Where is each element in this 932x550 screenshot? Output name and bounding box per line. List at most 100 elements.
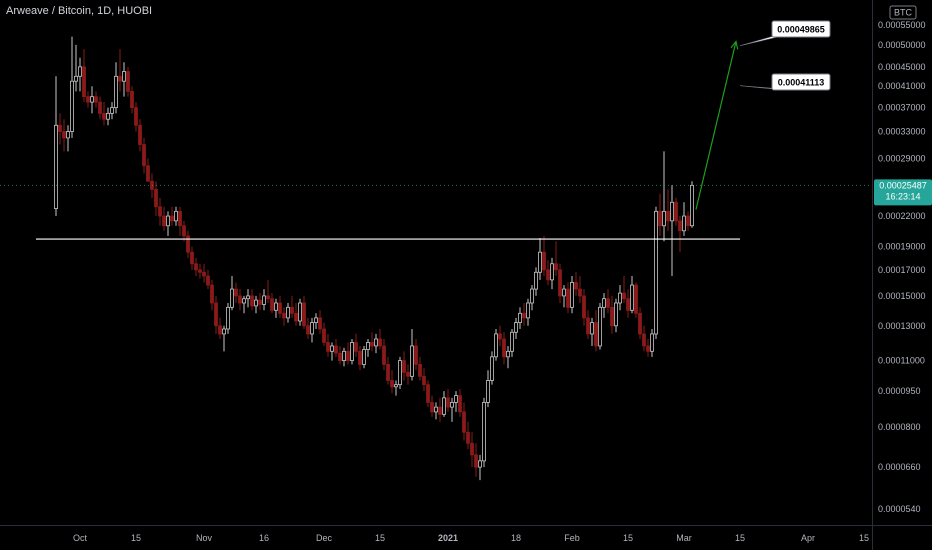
candle (238, 289, 242, 311)
target-arrow-line[interactable] (695, 41, 737, 210)
candle (510, 328, 514, 357)
candle-body-down (282, 312, 286, 319)
price-callout-text: 0.00041113 (778, 78, 825, 88)
y-tick-label: 0.00022000 (878, 211, 926, 221)
candle (102, 102, 106, 126)
candle (306, 317, 310, 339)
candle-body-down (546, 269, 550, 281)
candle-body-up (254, 299, 258, 307)
candle-body-down (182, 225, 186, 237)
candle-body-up (222, 328, 226, 335)
candle-body-down (134, 107, 138, 126)
candle-body-down (406, 371, 410, 377)
candle (634, 282, 638, 318)
y-tick-label: 0.0000660 (878, 462, 921, 472)
candle (334, 338, 338, 357)
candle-body-up (478, 460, 482, 468)
candle-body-down (418, 364, 422, 377)
candle-body-down (102, 112, 106, 120)
last-price-label: 0.00025487 16:23:14 (874, 179, 932, 206)
candle (430, 395, 434, 417)
candle (562, 285, 566, 308)
candle-body-up (394, 384, 398, 388)
candle (642, 325, 646, 352)
candle (686, 211, 690, 231)
candle (234, 282, 238, 303)
candle (606, 289, 610, 314)
candle-body-down (474, 454, 478, 468)
candle (682, 202, 686, 236)
candle-body-up (570, 282, 574, 308)
time-axis[interactable]: Oct 15 Nov 16 Dec 15 2021 18 Feb 15 Mar 15 Apr 15 (0, 525, 932, 544)
y-tick-label: 0.0000800 (878, 422, 921, 432)
y-tick-label: 0.00050000 (878, 40, 926, 50)
candle-body-up (518, 312, 522, 323)
candle-body-up (526, 302, 530, 319)
candle (142, 137, 146, 174)
y-tick-label: 0.00033000 (878, 127, 926, 137)
candle (350, 338, 354, 365)
candle (486, 370, 490, 408)
candle (310, 317, 314, 343)
candle-body-up (490, 356, 494, 381)
candle-body-down (594, 322, 598, 347)
candle-body-up (506, 350, 510, 358)
candle-body-down (606, 298, 610, 308)
candle-body-down (270, 298, 274, 311)
x-tick-label: 15 (375, 533, 385, 543)
candle-body-down (62, 131, 66, 139)
candle (598, 302, 602, 350)
price-callout[interactable]: 0.00049865 (771, 20, 831, 38)
candle-body-down (610, 306, 614, 327)
candle (418, 356, 422, 381)
candle-body-up (562, 288, 566, 297)
candle (262, 289, 266, 311)
drawing-overlays (0, 35, 872, 240)
candle-body-up (682, 215, 686, 232)
candle-body-down (206, 275, 210, 286)
candle (398, 356, 402, 389)
candle-body-down (430, 402, 434, 413)
candle-body-down (322, 328, 326, 343)
candle (122, 62, 126, 97)
candle (78, 57, 82, 92)
candle-body-up (374, 338, 378, 347)
candle-body-up (106, 112, 110, 120)
currency-badge-label: BTC (894, 8, 913, 18)
candle (162, 206, 166, 231)
last-price-countdown: 16:23:14 (885, 191, 920, 201)
candle-body-down (178, 210, 182, 227)
candle (546, 260, 550, 286)
candle (286, 302, 290, 323)
price-axis[interactable]: 0.00055000 0.00050000 0.00045000 0.00041000… (872, 0, 926, 550)
y-tick-label: 0.00011000 (878, 356, 925, 366)
candle-body-down (658, 210, 662, 227)
x-tick-label: 15 (859, 533, 869, 543)
candle (454, 391, 458, 412)
candle (258, 293, 262, 311)
candle (318, 310, 322, 334)
candle (554, 241, 558, 277)
candle (410, 328, 414, 381)
candle (466, 421, 470, 449)
candle-body-down (94, 96, 98, 103)
candle (438, 397, 442, 422)
candle (246, 289, 250, 308)
candle-body-down (158, 206, 162, 217)
candle-body-down (422, 375, 426, 386)
candle-body-up (618, 292, 622, 304)
candle (374, 333, 378, 354)
y-tick-label: 0.00013000 (878, 321, 926, 331)
candle-body-down (346, 350, 350, 361)
candle (394, 380, 398, 396)
candle-body-down (638, 312, 642, 335)
currency-badge: BTC (889, 5, 917, 20)
price-callout[interactable]: 0.00041113 (771, 73, 831, 91)
candle (326, 333, 330, 357)
candle-body-down (558, 269, 562, 297)
candle-body-down (142, 144, 146, 167)
candle-body-up (74, 75, 78, 82)
candle-body-up (314, 317, 318, 323)
candle-body-up (654, 210, 658, 335)
